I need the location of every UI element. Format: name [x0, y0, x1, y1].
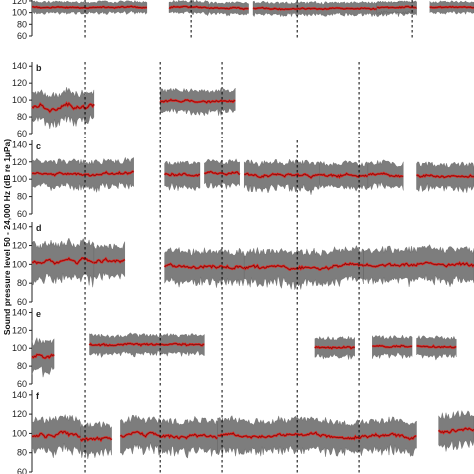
spl-median-line — [416, 174, 474, 178]
panel-c: 60 80 100 120 140 c — [12, 139, 474, 219]
y-tick-label: 120 — [12, 241, 27, 251]
y-tick-label: 80 — [17, 448, 27, 458]
spl-median-line — [160, 99, 236, 104]
spl-median-line — [217, 431, 417, 440]
spl-median-line — [164, 172, 201, 177]
spl-median-line — [319, 173, 369, 178]
y-tick-label: 120 — [12, 325, 27, 335]
spl-median-line — [93, 258, 125, 264]
y-tick-label: 60 — [17, 31, 27, 41]
spl-median-line — [372, 345, 413, 348]
y-tick-label: 120 — [12, 0, 27, 6]
y-tick-label: 80 — [17, 361, 27, 371]
spl-median-line — [80, 436, 112, 441]
spl-median-line — [204, 171, 240, 176]
y-tick-label: 80 — [17, 19, 27, 29]
panel-f: 60 80 100 120 140 f — [12, 390, 474, 474]
spl-range-band — [217, 415, 417, 457]
spl-range-band — [80, 421, 112, 460]
spl-median-line — [89, 342, 205, 347]
spl-median-line — [363, 261, 474, 268]
y-tick-label: 120 — [12, 409, 27, 419]
panel-b: 60 80 100 120 140 b — [12, 61, 360, 139]
spl-median-line — [429, 6, 474, 9]
y-tick-label: 100 — [12, 174, 27, 184]
y-tick-label: 140 — [12, 61, 27, 71]
y-tick-label: 140 — [12, 139, 27, 149]
spl-median-line — [416, 345, 457, 349]
spl-median-line — [244, 173, 320, 179]
panel-e: 60 80 100 120 140 e — [12, 307, 457, 389]
spl-median-line — [32, 5, 147, 9]
spl-median-line — [367, 172, 404, 178]
y-tick-label: 80 — [17, 192, 27, 202]
spl-median-line — [168, 6, 209, 9]
y-tick-label: 60 — [17, 467, 27, 474]
spl-median-line — [243, 262, 364, 271]
spl-median-line — [31, 354, 55, 359]
panel-letter: b — [36, 63, 42, 73]
spl-range-band — [31, 87, 95, 130]
panel-letter: f — [36, 391, 40, 401]
y-tick-label: 100 — [12, 8, 27, 18]
spl-median-line — [314, 346, 355, 349]
y-axis-label: Sound pressure level 50 - 24,000 Hz (dB … — [2, 139, 12, 335]
spl-median-line — [31, 257, 94, 265]
y-tick-label: 140 — [12, 307, 27, 317]
spl-median-line — [120, 431, 218, 439]
spl-range-band — [244, 158, 320, 195]
y-tick-label: 140 — [12, 222, 27, 232]
spl-median-line — [164, 263, 245, 270]
y-tick-label: 100 — [12, 343, 27, 353]
y-tick-label: 60 — [17, 379, 27, 389]
spl-median-line — [31, 102, 95, 113]
y-tick-label: 60 — [17, 209, 27, 219]
spl-median-line — [376, 6, 417, 9]
y-tick-label: 100 — [12, 428, 27, 438]
y-tick-label: 80 — [17, 112, 27, 122]
panel-letter: c — [36, 141, 41, 151]
y-tick-label: 120 — [12, 78, 27, 88]
spl-median-line — [31, 171, 134, 177]
panel-d: 60 80 100 120 140 d — [12, 222, 474, 307]
y-tick-label: 100 — [12, 95, 27, 105]
spl-median-line — [438, 427, 474, 434]
y-tick-label: 140 — [12, 390, 27, 400]
spl-median-line — [31, 431, 81, 438]
y-tick-label: 100 — [12, 259, 27, 269]
y-tick-label: 80 — [17, 278, 27, 288]
spl-range-band — [363, 244, 474, 288]
y-tick-label: 120 — [12, 157, 27, 167]
spl-range-band — [367, 159, 404, 191]
panel-letter: d — [36, 223, 42, 233]
panel-letter: e — [36, 309, 41, 319]
y-tick-label: 60 — [17, 297, 27, 307]
spl-median-line — [208, 7, 249, 10]
y-tick-label: 60 — [17, 129, 27, 139]
spl-range-band — [31, 237, 95, 288]
